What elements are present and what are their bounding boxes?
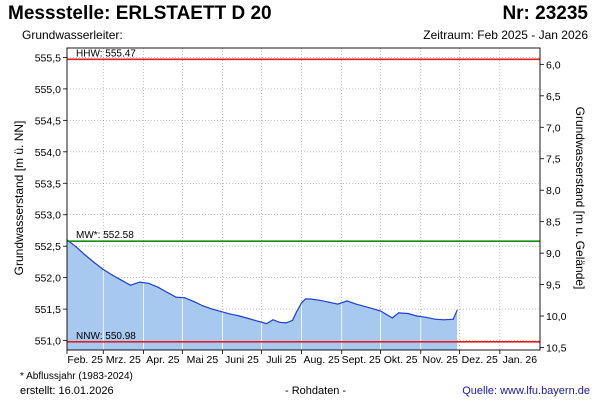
data-point: [193, 301, 195, 303]
x-tick-label: Aug. 25: [304, 354, 340, 366]
data-point: [202, 305, 204, 307]
data-point: [266, 323, 268, 325]
y-right-tick-label: 6,5: [546, 91, 561, 103]
footnote: * Abflussjahr (1983-2024): [20, 371, 133, 382]
data-point: [129, 284, 132, 286]
data-point: [238, 315, 240, 317]
data-point: [346, 300, 348, 302]
y-right-tick-label: 8,5: [546, 217, 561, 229]
data-point: [75, 246, 77, 248]
data-point: [291, 319, 294, 321]
water-level-area: [67, 239, 458, 350]
data-point: [380, 310, 382, 312]
plot-frame: [66, 47, 541, 351]
data-point: [220, 311, 222, 313]
y-tick-label: 553,5: [35, 178, 61, 190]
y-right-tick-label: 6,0: [546, 59, 561, 71]
y-right-tick-label: 8,0: [546, 185, 561, 197]
data-point: [452, 318, 454, 320]
data-point: [304, 298, 306, 300]
data-point: [285, 322, 287, 324]
data-point: [278, 321, 281, 323]
data-point: [229, 313, 231, 315]
data-point: [84, 254, 86, 256]
data-point: [434, 318, 436, 320]
y-right-tick-label: 7,0: [546, 122, 561, 134]
x-tick-label: Apr. 25: [146, 354, 179, 366]
data-point: [272, 319, 274, 321]
aquifer-label: Grundwasserleiter:: [22, 28, 123, 42]
data-point: [407, 312, 409, 315]
data-point: [148, 282, 150, 284]
data-point: [391, 317, 393, 319]
data-point: [364, 306, 366, 308]
y-right-tick-label: 9,5: [546, 280, 561, 292]
period-label: Zeitraum: Feb 2025 - Jan 2026: [423, 28, 588, 42]
data-point: [211, 308, 213, 310]
data-point: [256, 320, 259, 322]
data-point: [425, 316, 427, 318]
x-tick-label: Jan. 26: [503, 354, 538, 366]
data-point: [166, 291, 168, 293]
x-tick-label: Dez. 25: [462, 354, 498, 366]
y-tick-label: 554,5: [35, 115, 61, 127]
data-point: [456, 309, 458, 311]
y-tick-label: 555,5: [35, 52, 61, 64]
data-point: [319, 299, 321, 301]
raw-data-note: - Rohdaten -: [285, 385, 347, 397]
data-point: [337, 303, 339, 305]
data-point: [373, 308, 375, 310]
data-point: [111, 274, 113, 276]
data-point: [93, 261, 95, 264]
y-tick-label: 552,5: [35, 241, 61, 253]
mw-line-label: MW*: 552.58: [76, 230, 134, 241]
y-tick-label: 551,0: [35, 336, 61, 348]
data-point: [328, 301, 330, 303]
data-point: [139, 281, 141, 283]
page-title: Messstelle: ERLSTAETT D 20: [8, 3, 272, 24]
y-tick-label: 552,0: [35, 273, 61, 285]
y-right-axis-label: Grundwasserstand [m u. Gelände]: [573, 107, 587, 290]
x-tick-label: Mrz. 25: [106, 354, 141, 366]
data-point: [385, 313, 387, 315]
x-tick-label: Feb. 25: [67, 354, 103, 366]
data-point: [416, 315, 418, 317]
data-point: [355, 303, 357, 305]
station-number: Nr: 23235: [502, 3, 588, 24]
data-point: [301, 302, 303, 304]
y-right-tick-label: 10,5: [546, 342, 567, 354]
nnw-line-label: NNW: 550.98: [76, 331, 136, 342]
x-tick-label: Nov. 25: [423, 354, 459, 366]
y-right-tick-label: 9,0: [546, 248, 561, 260]
x-tick-label: Sept. 25: [342, 354, 381, 366]
y-right-tick-label: 10,0: [546, 311, 567, 323]
y-tick-label: 553,0: [35, 210, 61, 222]
y-right-tick-label: 7,5: [546, 154, 561, 166]
data-point: [247, 317, 249, 320]
data-point: [184, 297, 186, 299]
data-point: [157, 286, 159, 288]
source-link[interactable]: Quelle: www.lfu.bayern.de: [462, 385, 590, 397]
y-axis-label: Grundwasserstand [m ü. NN]: [12, 121, 26, 276]
data-point: [310, 298, 312, 300]
y-tick-label: 551,5: [35, 304, 61, 316]
data-point: [102, 268, 104, 271]
data-point: [175, 296, 177, 298]
y-tick-label: 554,0: [35, 147, 61, 159]
data-point: [120, 279, 122, 281]
y-tick-label: 555,0: [35, 84, 61, 96]
data-point: [443, 319, 445, 321]
x-tick-label: Juli 25: [266, 354, 297, 366]
created-date: erstellt: 16.01.2026: [20, 385, 114, 397]
data-point: [295, 311, 297, 313]
x-tick-label: Mai 25: [187, 354, 219, 366]
x-tick-label: Juni 25: [225, 354, 259, 366]
x-tick-label: Okt. 25: [384, 354, 418, 366]
hhw-line-label: HHW: 555.47: [76, 48, 136, 59]
data-point: [398, 312, 400, 314]
